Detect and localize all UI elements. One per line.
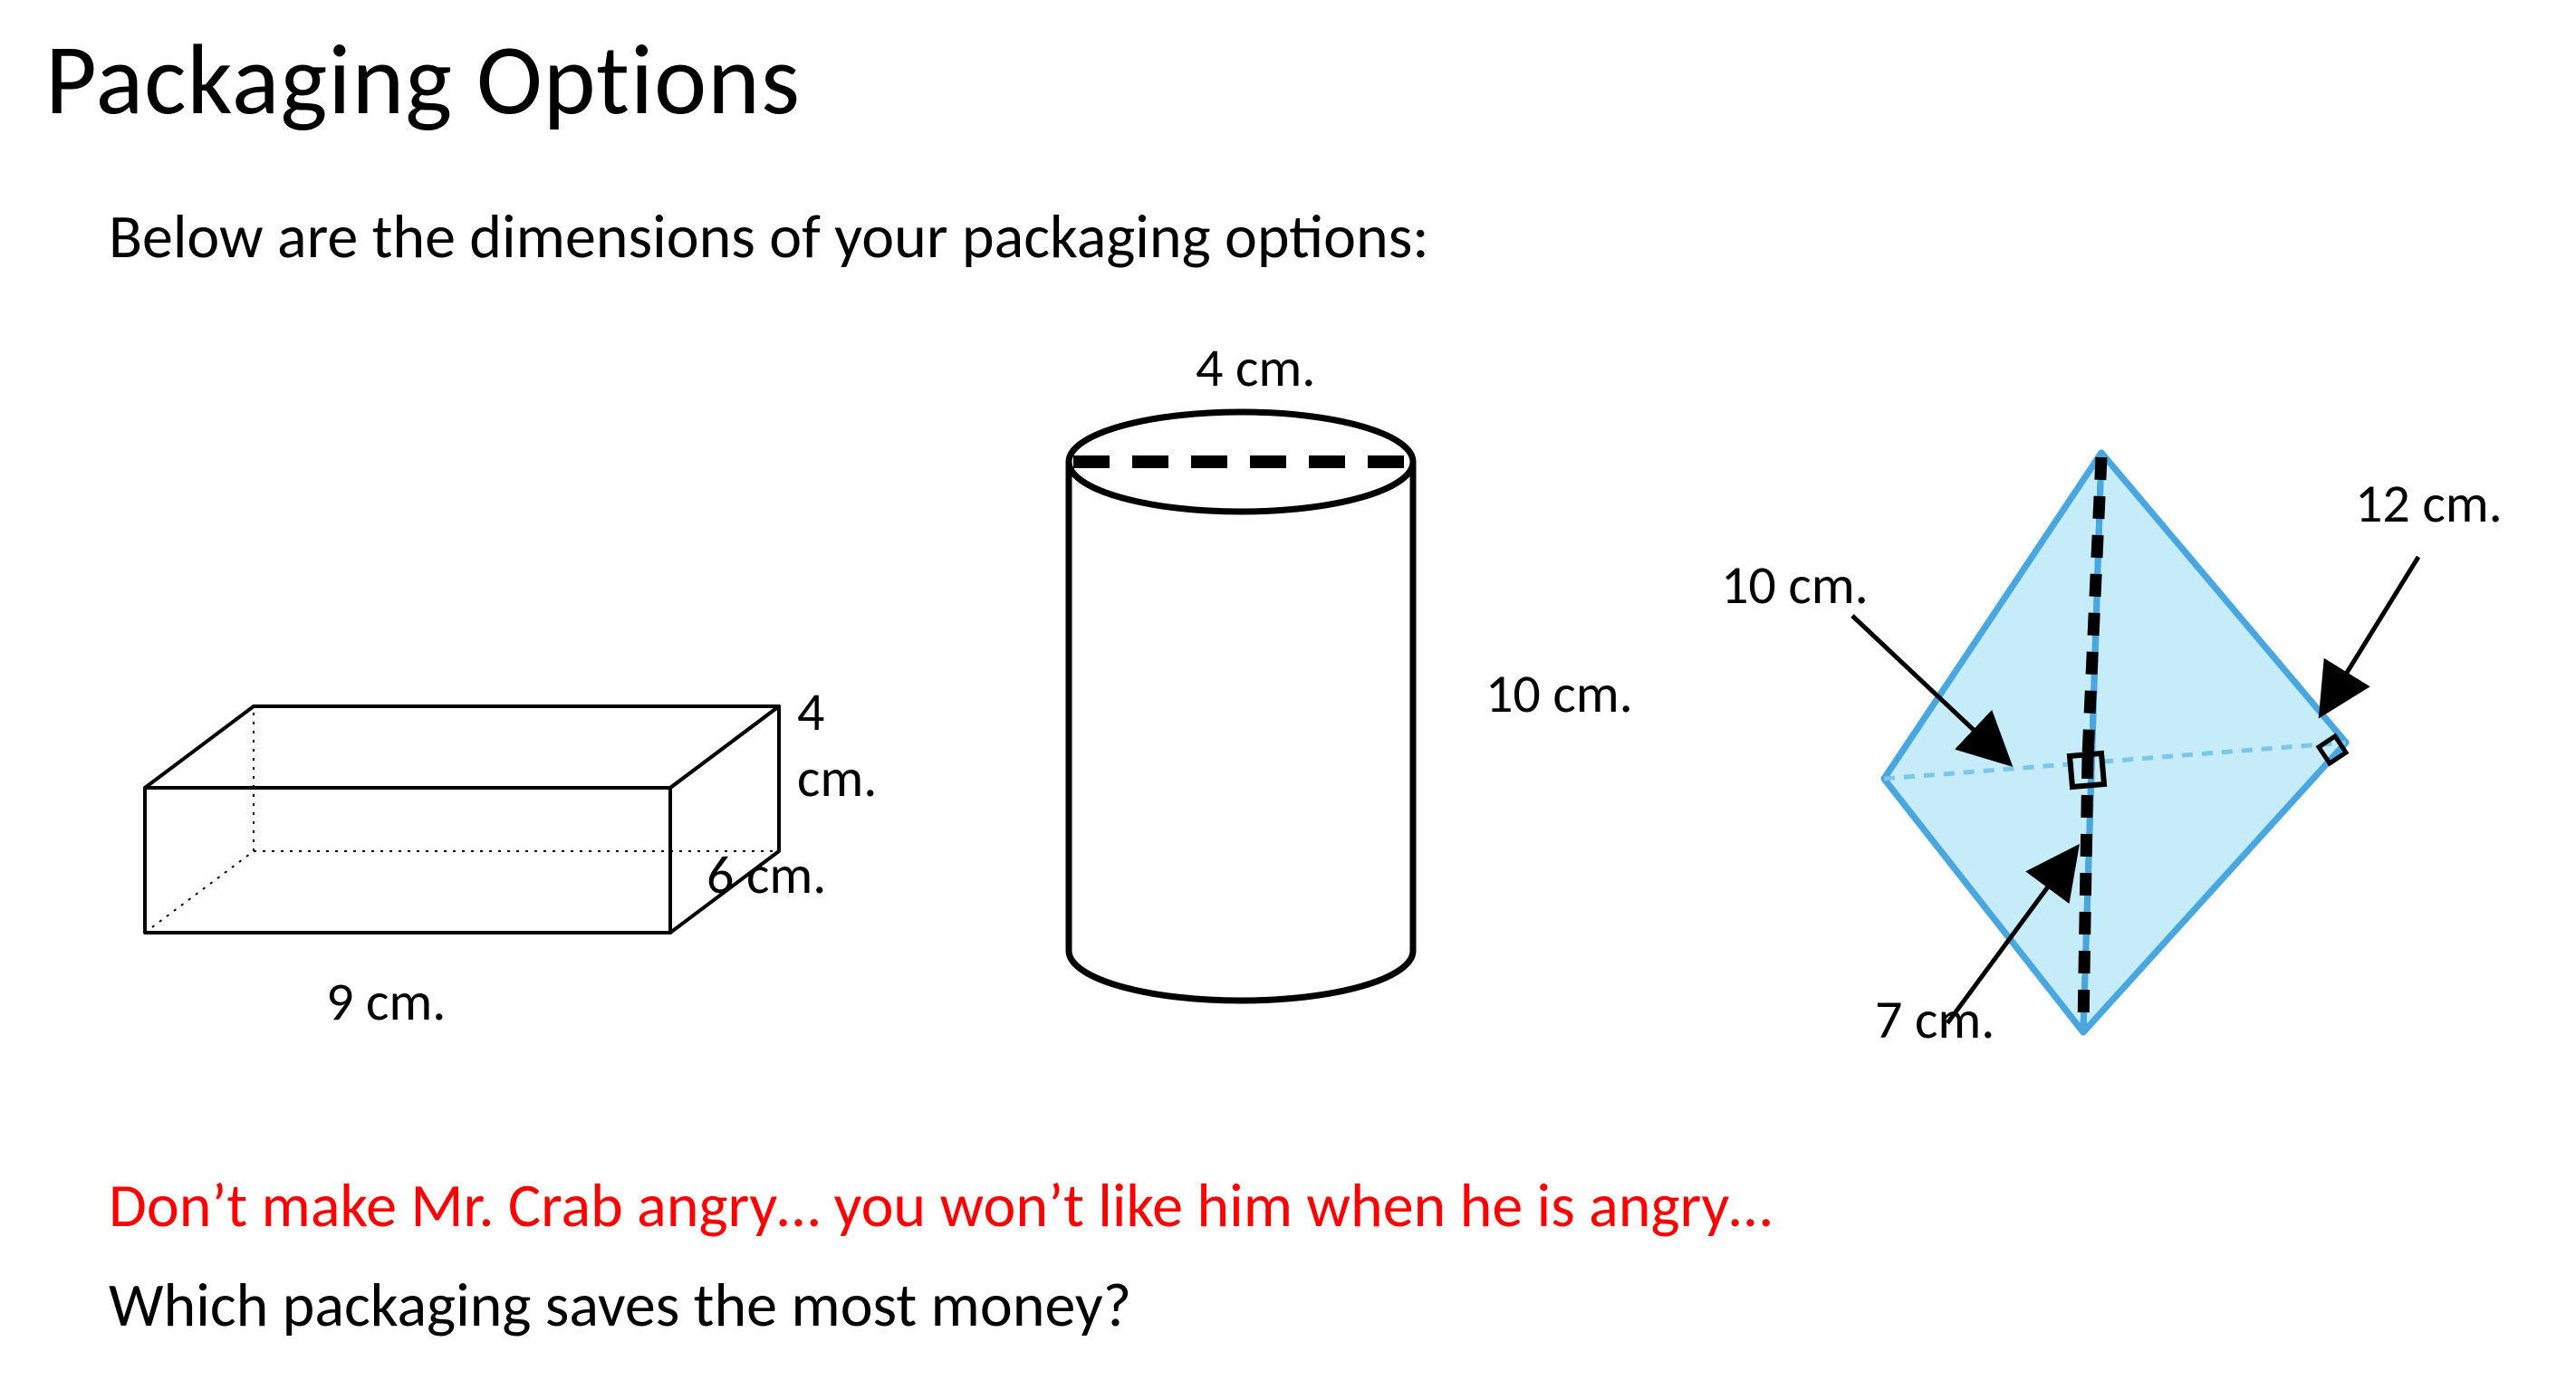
- prism-depth-label: 6 cm.: [706, 842, 826, 908]
- cylinder-diameter-label: 4 cm.: [1196, 335, 1315, 401]
- shapes-row: 4 cm. 6 cm. 9 cm. 4 cm. 10 cm.: [0, 344, 2576, 1114]
- cylinder-height-label: 10 cm.: [1485, 661, 1633, 727]
- bipyramid-label-c: 7 cm.: [1875, 987, 1994, 1053]
- page-title: Packaging Options: [45, 18, 801, 140]
- triangular-bipyramid: 10 cm. 12 cm. 7 cm.: [1721, 398, 2536, 1123]
- slide: Packaging Options Below are the dimensio…: [0, 0, 2576, 1380]
- warning-text: Don’t make Mr. Crab angry… you won’t lik…: [109, 1168, 1772, 1243]
- prism-width-label: 9 cm.: [326, 969, 446, 1035]
- question-text: Which packaging saves the most money?: [109, 1268, 1131, 1343]
- cylinder: 4 cm. 10 cm.: [1014, 362, 1648, 1087]
- subtitle-text: Below are the dimensions of your packagi…: [109, 199, 1429, 274]
- prism-height-label: 4 cm.: [797, 679, 906, 811]
- rectangular-prism: 4 cm. 6 cm. 9 cm.: [91, 661, 906, 1114]
- bipyramid-label-b: 12 cm.: [2355, 471, 2503, 537]
- bipyramid-label-a: 10 cm.: [1721, 552, 1869, 618]
